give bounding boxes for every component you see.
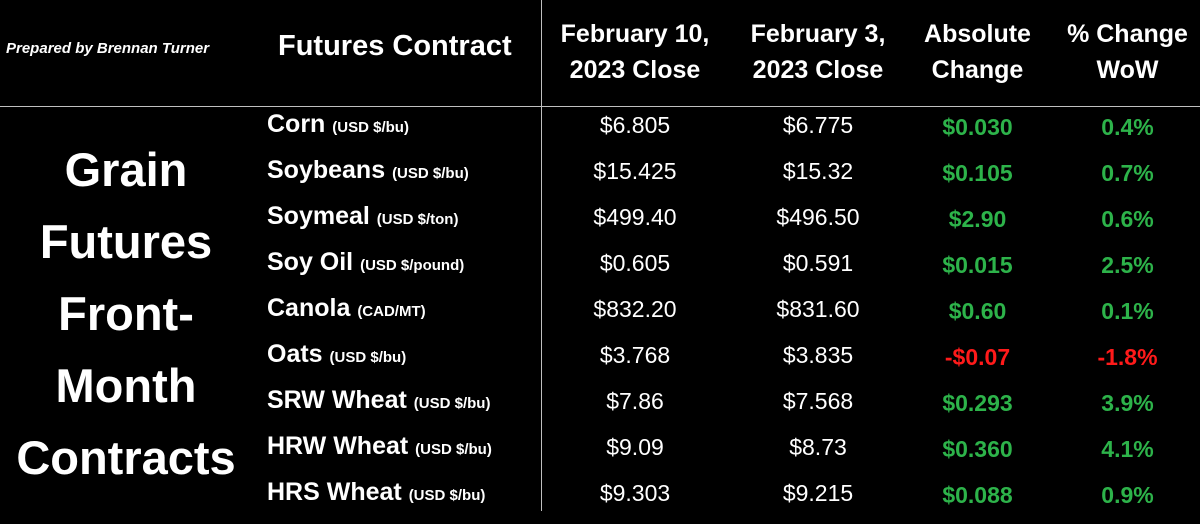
futures-contract-header: Futures Contract xyxy=(278,30,512,62)
pct-change-value: 0.6% xyxy=(1101,206,1154,232)
prepared-by-credit: Prepared by Brennan Turner xyxy=(6,40,210,57)
feb3-close-value: $496.50 xyxy=(776,204,860,230)
contract-unit: (USD $/pound) xyxy=(360,257,465,274)
table-row: Soy Oil (USD $/pound) $0.605 $0.591 $0.015 2… xyxy=(0,248,1200,294)
contract-name-text: Corn xyxy=(267,110,326,138)
feb3-close-value: $8.73 xyxy=(789,434,847,460)
contract-name-text: Soymeal xyxy=(267,202,370,230)
contract-name: Soybeans (USD $/bu) xyxy=(267,156,469,185)
side-label: Grain Futures Front- Month Contracts xyxy=(0,134,252,494)
absolute-change-value: -$0.07 xyxy=(944,344,1011,370)
absolute-change-value: $0.293 xyxy=(942,390,1013,416)
contract-unit: (CAD/MT) xyxy=(357,303,426,320)
pct-change-value: 2.5% xyxy=(1101,252,1154,278)
pct-change-value: 3.9% xyxy=(1101,390,1154,416)
contract-name-text: Canola xyxy=(267,294,351,322)
contract-unit: (USD $/bu) xyxy=(332,119,409,136)
contract-name: Canola (CAD/MT) xyxy=(267,294,426,323)
contract-unit: (USD $/bu) xyxy=(415,441,492,458)
table-row: Soymeal (USD $/ton) $499.40 $496.50 $2.90 0.… xyxy=(0,202,1200,248)
feb10-close-value: $6.805 xyxy=(599,112,671,138)
pct-change-value: 4.1% xyxy=(1101,436,1154,462)
contract-name: Oats (USD $/bu) xyxy=(267,340,406,369)
contract-name-text: SRW Wheat xyxy=(267,386,407,414)
feb10-close-value: $499.40 xyxy=(593,204,677,230)
pct-change-value: 0.9% xyxy=(1101,482,1154,508)
absolute-change-value: $0.030 xyxy=(942,114,1013,140)
header-absolute-change: Absolute Change xyxy=(924,20,1031,84)
feb3-close-value: $9.215 xyxy=(782,480,854,506)
side-label-line: Front- xyxy=(58,287,194,340)
feb10-close-value: $0.605 xyxy=(599,250,671,276)
feb3-close-value: $831.60 xyxy=(776,296,860,322)
feb3-close-value: $6.775 xyxy=(782,112,854,138)
feb10-close-value: $3.768 xyxy=(599,342,671,368)
table-row: HRW Wheat (USD $/bu) $9.09 $8.73 $0.360 4.1% xyxy=(0,432,1200,478)
header-feb3-close: February 3, 2023 Close xyxy=(750,20,886,84)
contract-unit: (USD $/bu) xyxy=(408,487,486,504)
header-feb10-close: February 10, 2023 Close xyxy=(560,20,710,84)
contract-unit: (USD $/bu) xyxy=(392,165,469,182)
absolute-change-value: $0.088 xyxy=(942,482,1013,508)
header-divider xyxy=(0,106,1200,107)
side-label-line: Month xyxy=(55,359,197,412)
table-row: Oats (USD $/bu) $3.768 $3.835 -$0.07 -1.8% xyxy=(0,340,1200,386)
side-label-line: Grain xyxy=(64,143,188,196)
feb10-close-value: $9.09 xyxy=(606,434,664,460)
feb3-close-value: $0.591 xyxy=(782,250,854,276)
table-row: SRW Wheat (USD $/bu) $7.86 $7.568 $0.293 3.9… xyxy=(0,386,1200,432)
table-row: HRS Wheat (USD $/bu) $9.303 $9.215 $0.088 0.… xyxy=(0,478,1200,524)
feb10-close-value: $832.20 xyxy=(593,296,677,322)
table-row: Corn (USD $/bu) $6.805 $6.775 $0.030 0.4% xyxy=(0,110,1200,156)
absolute-change-value: $0.015 xyxy=(942,252,1013,278)
feb3-close-value: $7.568 xyxy=(782,388,854,414)
absolute-change-value: $2.90 xyxy=(948,206,1007,232)
feb3-close-value: $3.835 xyxy=(782,342,854,368)
contract-name-text: Soybeans xyxy=(267,156,386,184)
contract-name: Soymeal (USD $/ton) xyxy=(267,202,458,231)
absolute-change-value: $0.60 xyxy=(948,298,1007,324)
side-label-line: Contracts xyxy=(16,431,236,484)
contract-name-text: Soy Oil xyxy=(267,248,354,276)
contract-name-text: Oats xyxy=(267,340,323,368)
contract-name-text: HRS Wheat xyxy=(267,478,402,506)
absolute-change-value: $0.105 xyxy=(942,160,1013,186)
contract-unit: (USD $/bu) xyxy=(413,395,491,412)
contract-name: Corn (USD $/bu) xyxy=(267,110,409,139)
contract-name: Soy Oil (USD $/pound) xyxy=(267,248,464,277)
feb3-close-value: $15.32 xyxy=(782,158,854,184)
pct-change-value: -1.8% xyxy=(1097,344,1158,370)
pct-change-value: 0.4% xyxy=(1101,114,1154,140)
contract-unit: (USD $/bu) xyxy=(329,349,407,366)
header-pct-change-wow: % Change WoW xyxy=(1067,20,1188,84)
feb10-close-value: $15.425 xyxy=(593,158,677,184)
absolute-change-value: $0.360 xyxy=(942,436,1013,462)
pct-change-value: 0.7% xyxy=(1101,160,1154,186)
feb10-close-value: $7.86 xyxy=(606,388,664,414)
contract-name-text: HRW Wheat xyxy=(267,432,409,460)
contract-name: HRW Wheat (USD $/bu) xyxy=(267,432,492,461)
divider-left xyxy=(541,0,542,511)
side-label-line: Futures xyxy=(39,215,213,268)
contract-name: HRS Wheat (USD $/bu) xyxy=(267,478,485,507)
contract-name: SRW Wheat (USD $/bu) xyxy=(267,386,490,415)
table-row: Canola (CAD/MT) $832.20 $831.60 $0.60 0.1% xyxy=(0,294,1200,340)
pct-change-value: 0.1% xyxy=(1101,298,1154,324)
contract-unit: (USD $/ton) xyxy=(376,211,459,228)
feb10-close-value: $9.303 xyxy=(599,480,671,506)
table-row: Soybeans (USD $/bu) $15.425 $15.32 $0.105 0.… xyxy=(0,156,1200,202)
